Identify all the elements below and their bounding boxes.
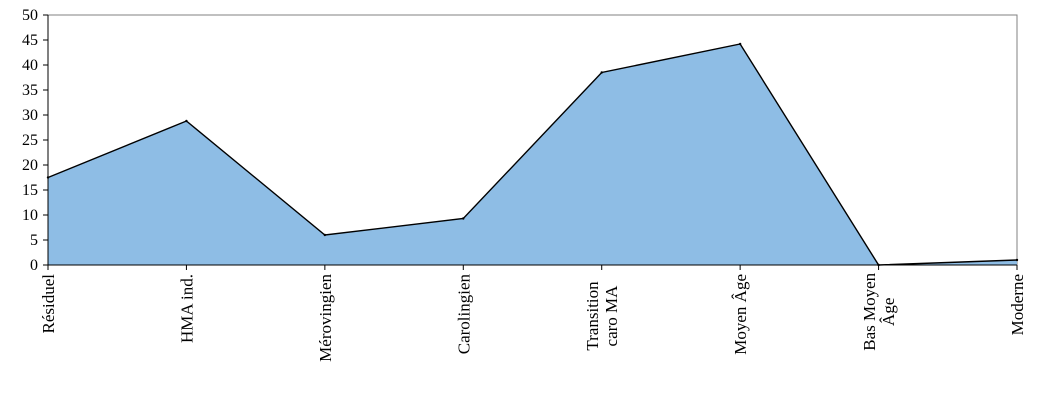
data-point-2 <box>185 119 188 123</box>
x-axis: Résiduel HMA ind. Mérovingien Carolingien Tr… <box>39 264 1027 362</box>
x-tick-label: Bas MoyenÂge <box>860 272 898 350</box>
y-tick-label: 0 <box>30 257 38 274</box>
x-tick-label: Transitioncaro MA <box>583 281 621 351</box>
x-tick-label: Moyen Âge <box>731 274 750 355</box>
data-point-4 <box>462 217 465 220</box>
x-tick-label-line: caro MA <box>602 285 621 347</box>
y-tick-label: 45 <box>22 32 38 49</box>
y-tick-label: 50 <box>22 7 38 24</box>
y-tick-label: 35 <box>22 82 38 99</box>
area-line <box>47 43 1018 266</box>
y-tick-label: 20 <box>22 157 38 174</box>
data-point-6 <box>738 42 742 46</box>
data-point-3 <box>323 233 327 237</box>
y-tick-label: 30 <box>22 107 38 124</box>
x-tick-label-line: Carolingien <box>454 274 473 355</box>
x-tick-label-line: Transition <box>583 281 602 351</box>
x-tick-label-line: Résiduel <box>39 274 58 334</box>
x-tick-label-line: Moyen Âge <box>731 274 750 355</box>
x-tick-label-line: Moderne <box>1008 274 1027 335</box>
x-tick-label-line: Mérovingien <box>316 274 335 362</box>
y-tick-label: 25 <box>22 132 38 149</box>
y-axis: 0 5 10 15 20 25 30 35 40 45 50 <box>22 7 49 274</box>
data-point-5 <box>600 71 603 74</box>
x-tick-label: Carolingien <box>454 274 473 355</box>
x-tick-label: Résiduel <box>39 274 58 334</box>
y-tick-label: 40 <box>22 57 38 74</box>
x-tick-label: Moderne <box>1008 274 1027 335</box>
x-tick-label-line: Âge <box>879 298 898 326</box>
x-tick-label: HMA ind. <box>177 274 196 343</box>
x-tick-label-line: Bas Moyen <box>860 272 879 350</box>
data-point-8 <box>1015 258 1019 262</box>
x-tick-label-line: HMA ind. <box>177 274 196 343</box>
y-tick-label: 5 <box>30 232 38 249</box>
y-tick-label: 10 <box>22 207 38 224</box>
y-tick-label: 15 <box>22 182 38 199</box>
area-series <box>46 42 1019 267</box>
x-tick-label: Mérovingien <box>316 274 335 362</box>
